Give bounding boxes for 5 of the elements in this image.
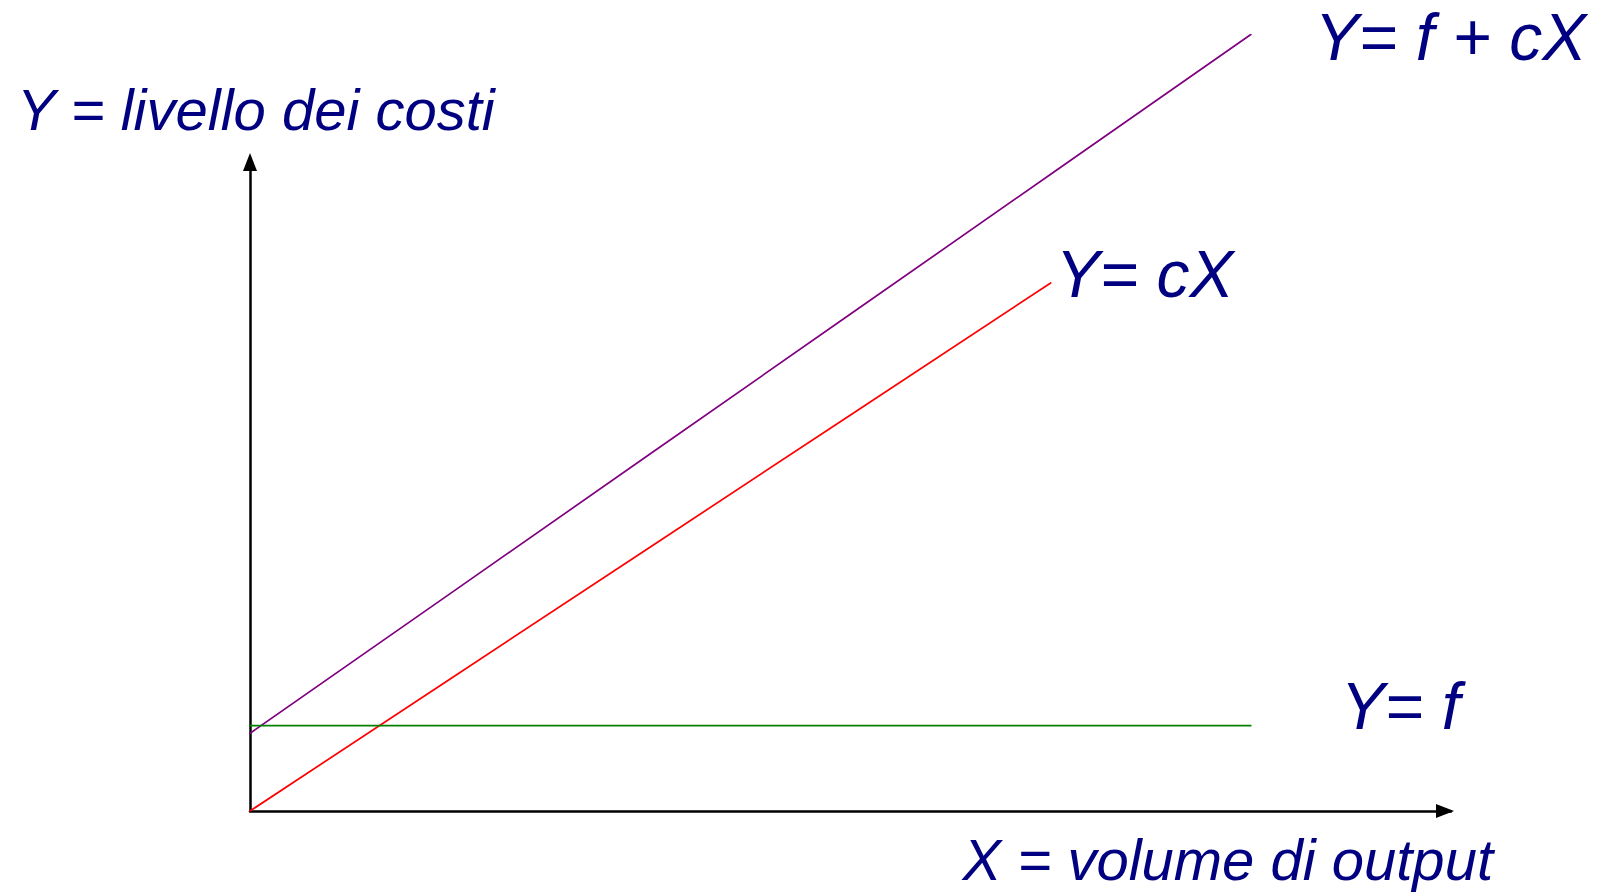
series-label: Y= f + cX (1314, 0, 1590, 74)
series-label: Y= f (1340, 668, 1467, 743)
y-axis-title: Y = livello dei costi (17, 76, 497, 142)
series-label: Y= cX (1055, 236, 1237, 311)
x-axis-title: X = volume di output (960, 826, 1496, 892)
